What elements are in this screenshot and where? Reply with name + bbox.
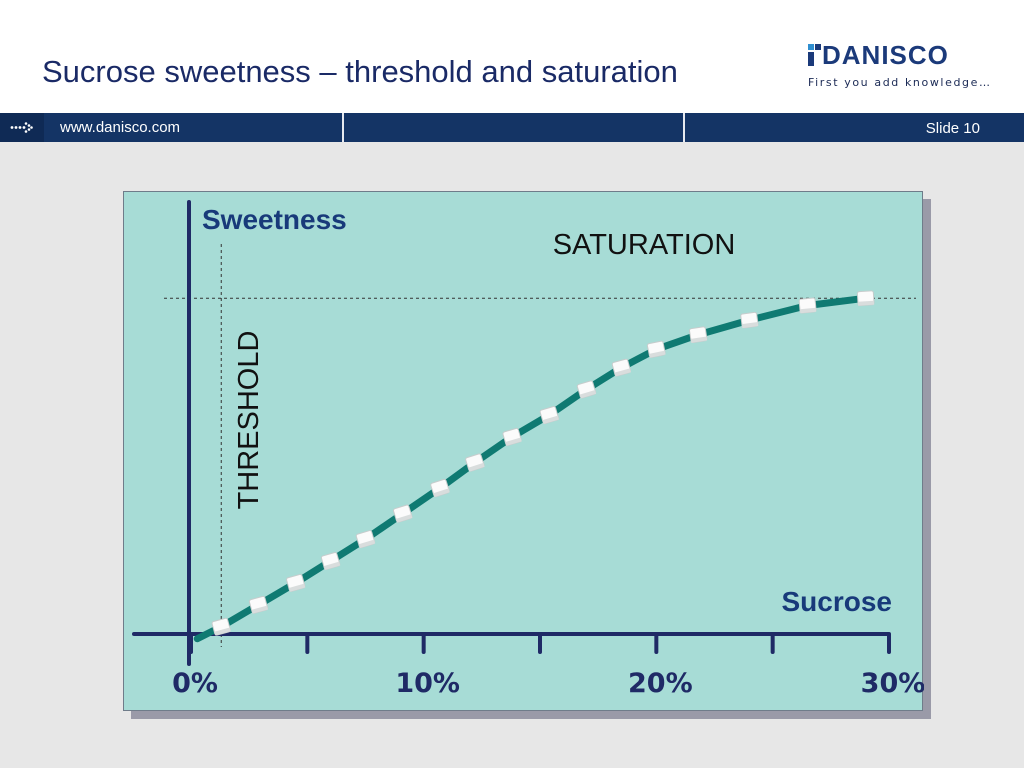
danisco-logo-mark-icon [808, 44, 821, 66]
sugar-cube-point [392, 504, 413, 523]
website-link[interactable]: www.danisco.com [60, 119, 181, 136]
y-axis-label: Sweetness [202, 204, 347, 235]
x-tick-label: 0% [172, 668, 218, 699]
slide-number: Slide 10 [925, 120, 980, 137]
saturation-label: SATURATION [553, 229, 736, 261]
sugar-cube-point [798, 297, 817, 314]
threshold-label: THRESHOLD [233, 331, 265, 510]
sugar-cube-point [856, 290, 875, 307]
sugar-cube-point [689, 326, 708, 344]
sugar-cube-point [355, 530, 376, 549]
slide-title: Sucrose sweetness – threshold and satura… [42, 54, 678, 89]
logo-brand: DANISCO [822, 40, 949, 70]
x-tick-label: 30% [861, 668, 924, 699]
sugar-cube-point [502, 427, 522, 446]
x-tick-label: 10% [395, 668, 460, 699]
banner-divider [342, 113, 344, 142]
slide-banner: www.danisco.com Slide 10 [0, 113, 1024, 142]
x-tick-label: 20% [628, 668, 693, 699]
sugar-cube-point [539, 406, 559, 424]
x-axis-label: Sucrose [782, 586, 893, 617]
sugar-cube-point [576, 380, 597, 399]
sugar-cube-point [611, 358, 631, 377]
danisco-logo: DANISCO First you add knowledge… [808, 40, 990, 96]
sugar-cube-point [430, 478, 450, 498]
sugar-cube-point [465, 453, 485, 472]
sweetness-chart: SATURATION THRESHOLD 0% 10% 20% 30% Sweetness S… [132, 200, 924, 699]
dotted-arrow-icon [0, 113, 44, 142]
sugar-cube-point [248, 595, 269, 614]
sugar-cube-point [646, 340, 666, 358]
banner-divider [683, 113, 685, 142]
chart-panel: SATURATION THRESHOLD 0% 10% 20% 30% Sweetness S… [123, 191, 924, 711]
sugar-cube-point [320, 552, 341, 570]
sugar-cube-point [286, 573, 306, 592]
sugar-cube-point [740, 311, 759, 329]
sugar-cube-point [211, 617, 231, 636]
logo-tagline: First you add knowledge… [808, 76, 992, 89]
